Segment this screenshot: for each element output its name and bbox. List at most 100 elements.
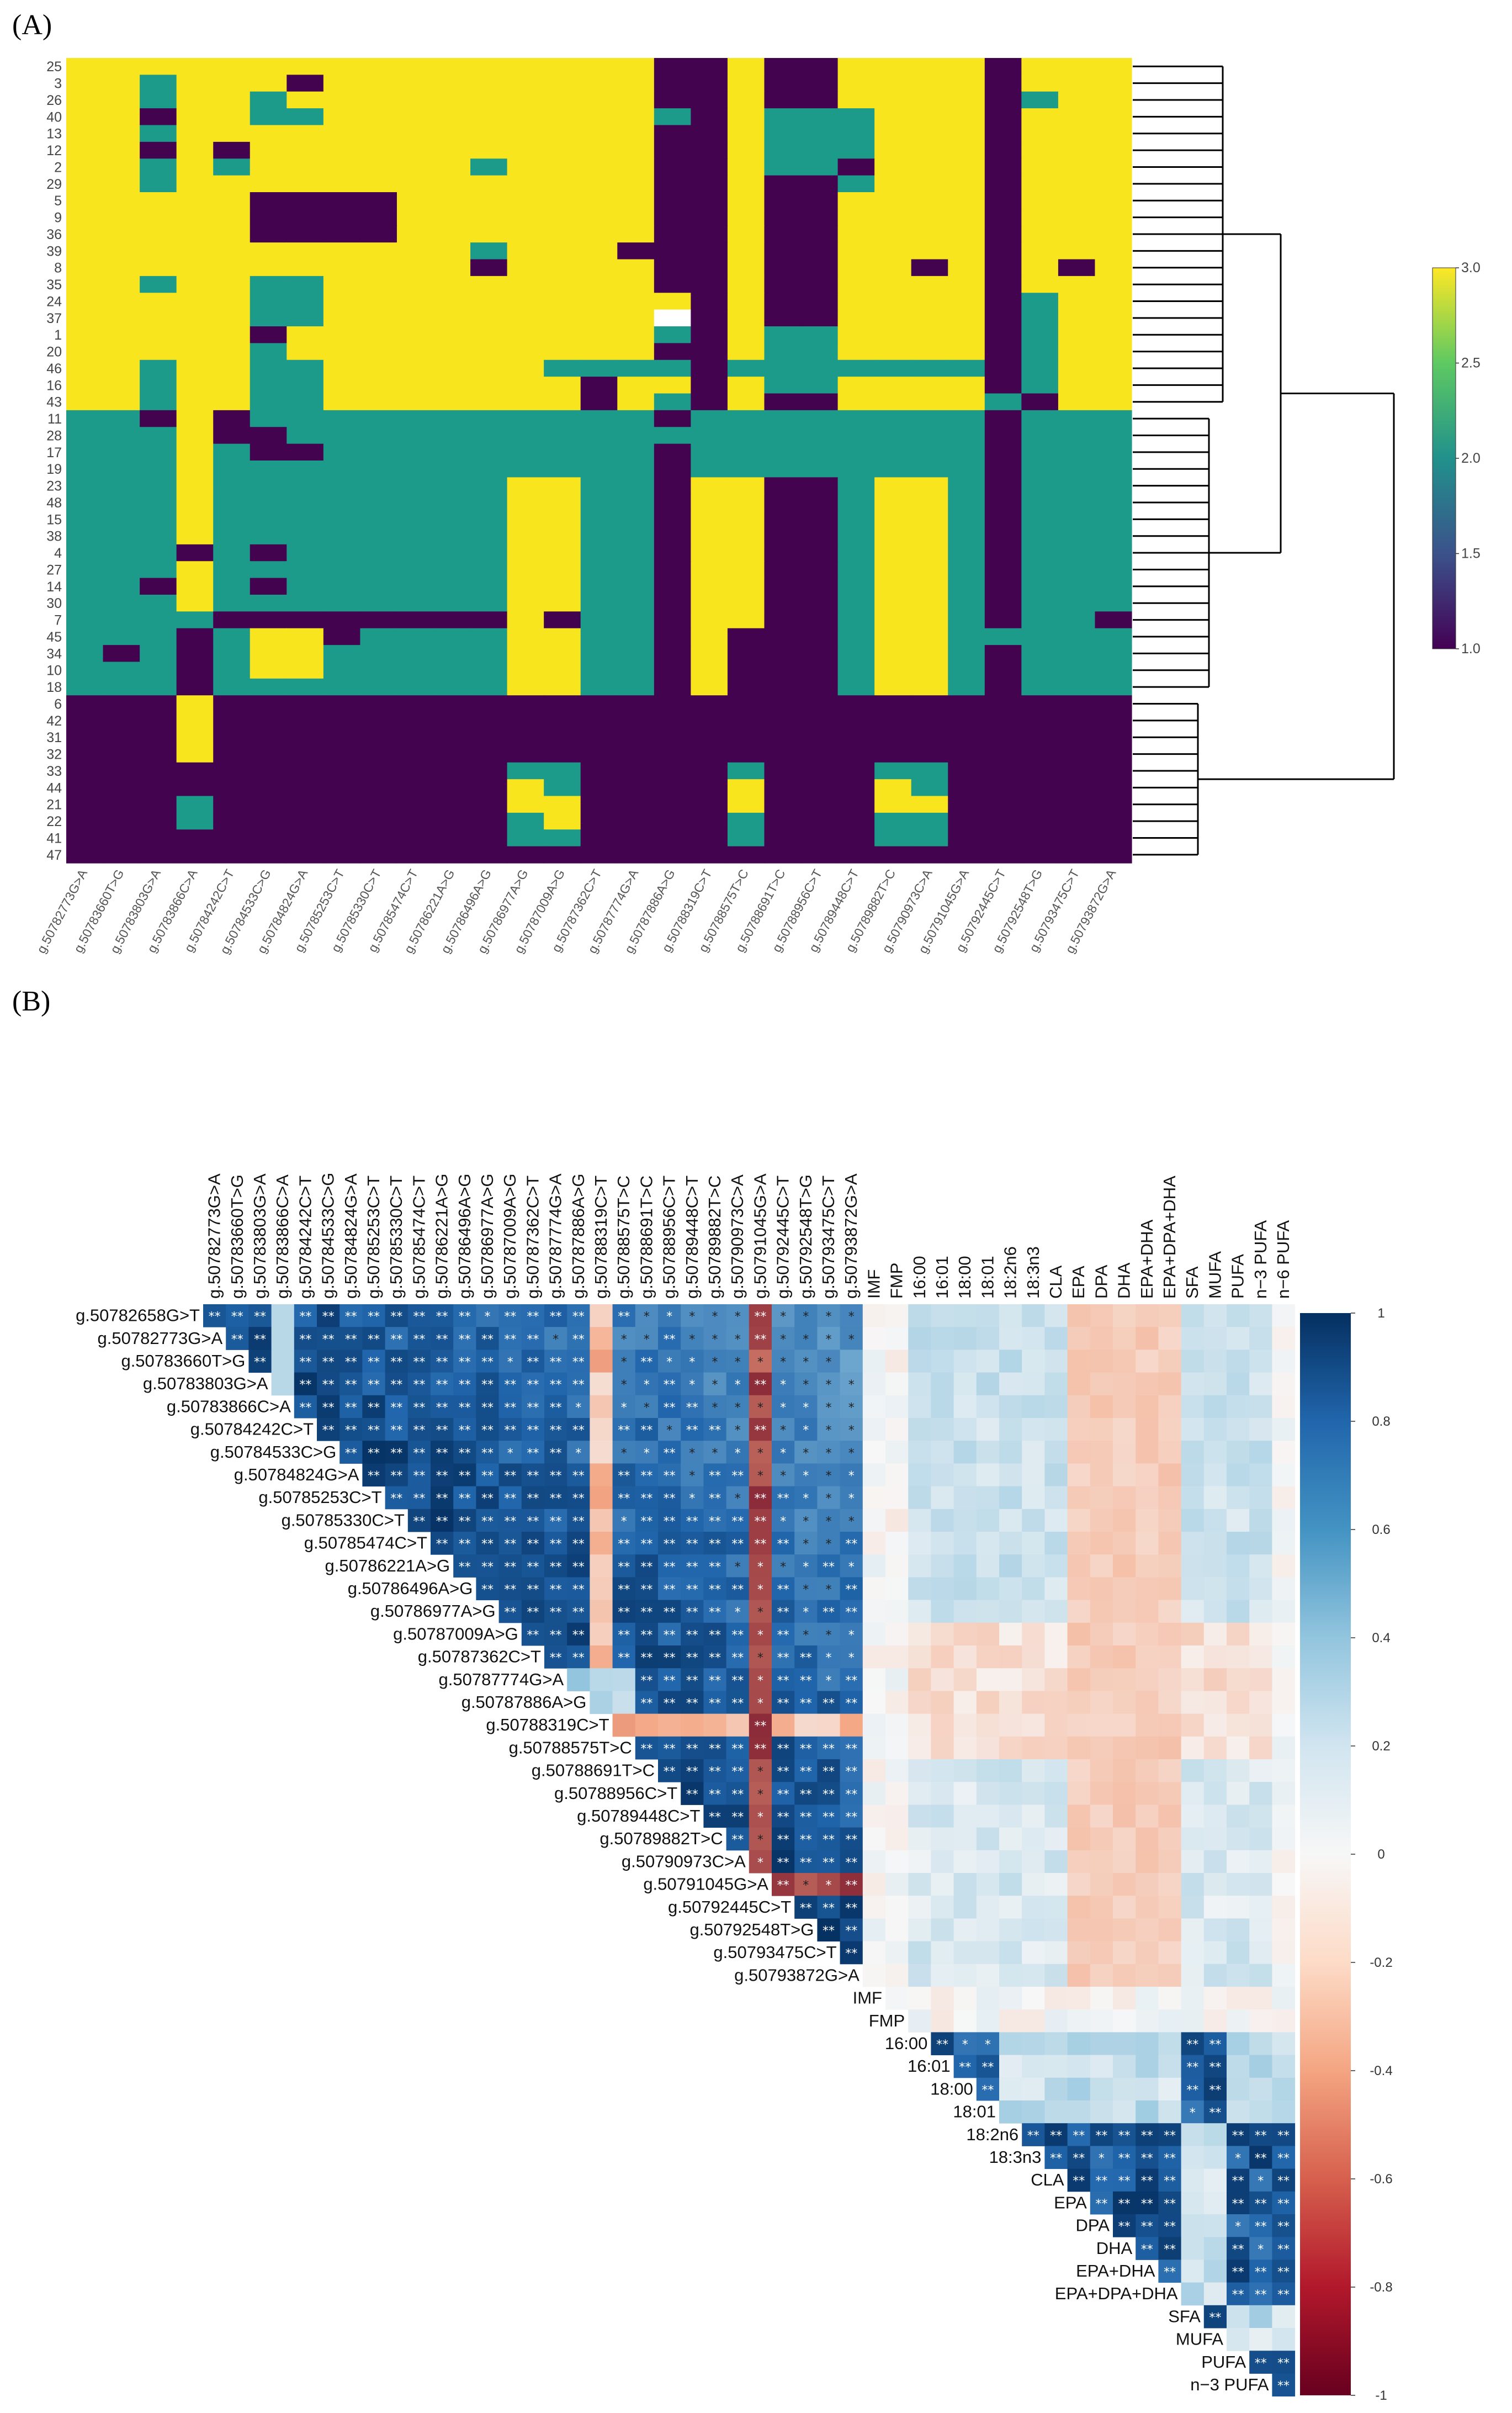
significance-mark: ** [322, 1401, 335, 1415]
correlation-cell [885, 1441, 909, 1464]
genotype-cell [103, 527, 140, 545]
correlation-row-labels: g.50782658G>Tg.50782773G>Ag.50783660T>Gg… [76, 1306, 1269, 2394]
correlation-cell [1044, 1736, 1068, 1760]
genotype-cell [103, 628, 140, 645]
genotype-cell [213, 494, 251, 511]
genotype-cell [287, 662, 324, 679]
correlation-cell [976, 1600, 1000, 1623]
correlation-row-label: g.50785330C>T [282, 1510, 405, 1530]
correlation-cell [431, 1509, 454, 1532]
genotype-cell [801, 812, 839, 830]
correlation-cell [840, 1304, 863, 1327]
genotype-cell [801, 829, 839, 847]
significance-mark: ** [1050, 2152, 1062, 2166]
genotype-cell [433, 225, 471, 243]
significance-mark: ** [504, 1606, 516, 1620]
genotype-cell [691, 796, 728, 813]
genotype-cell [691, 494, 728, 511]
genotype-cell [544, 443, 581, 461]
correlation-cell [840, 1713, 863, 1737]
correlation-row-label: 18:2n6 [966, 2125, 1018, 2144]
correlation-cell [1249, 2055, 1272, 2078]
correlation-cell [1067, 1918, 1091, 1942]
significance-mark: ** [572, 1538, 585, 1552]
correlation-cell [1136, 1918, 1159, 1942]
genotype-cell [1095, 209, 1132, 226]
correlation-cell [1249, 1372, 1272, 1396]
genotype-cell [874, 779, 912, 797]
genotype-cell [654, 527, 691, 545]
genotype-cell [507, 343, 544, 361]
genotype-cell [433, 595, 471, 612]
significance-mark: ** [481, 1401, 494, 1415]
genotype-cell [103, 326, 140, 343]
correlation-row-label: EPA+DHA [1076, 2261, 1155, 2280]
significance-mark: * [644, 1401, 650, 1415]
significance-mark: ** [527, 1424, 539, 1438]
genotype-cell [507, 293, 544, 310]
genotype-cell [801, 108, 839, 126]
genotype-cell [984, 578, 1022, 595]
significance-mark: ** [1141, 2220, 1153, 2234]
correlation-cell [794, 1645, 818, 1669]
genotype-cell [837, 91, 875, 109]
significance-mark: * [757, 1447, 763, 1460]
correlation-cell [794, 1577, 818, 1601]
significance-mark: * [780, 1401, 786, 1415]
significance-mark: ** [686, 1424, 698, 1438]
genotype-cell [580, 410, 618, 427]
genotype-cell [250, 829, 287, 847]
genotype-cell [544, 544, 581, 562]
correlation-cell [772, 1713, 795, 1737]
correlation-cell [794, 1327, 818, 1350]
correlation-cell [1136, 2191, 1159, 2215]
significance-mark: ** [664, 1333, 676, 1347]
correlation-cell [1044, 1964, 1068, 1987]
significance-mark: ** [709, 1742, 721, 1756]
correlation-cell [999, 1941, 1022, 1965]
genotype-cell [360, 443, 397, 461]
correlation-cell [976, 1713, 1000, 1737]
genotype-cell [396, 158, 434, 176]
genotype-cell [470, 242, 508, 260]
correlation-cell [772, 1850, 795, 1874]
significance-mark: ** [527, 1310, 539, 1324]
correlation-cell [1022, 1463, 1045, 1487]
genotype-cell [580, 678, 618, 696]
correlation-cell [1044, 1713, 1068, 1737]
genotype-cell [984, 829, 1022, 847]
genotype-cell [874, 276, 912, 293]
correlation-cell [1249, 1736, 1272, 1760]
significance-mark: ** [845, 1674, 857, 1688]
genotype-cell [396, 393, 434, 411]
genotype-cell [874, 293, 912, 310]
correlation-cell [1272, 1577, 1296, 1601]
genotype-cell [764, 561, 802, 579]
genotype-cell [1095, 108, 1132, 126]
genotype-cell [948, 443, 985, 461]
correlation-row-label: 18:00 [930, 2079, 973, 2098]
correlation-cell [567, 1372, 590, 1396]
significance-mark: * [826, 1356, 832, 1369]
significance-mark: ** [709, 1788, 721, 1802]
genotype-cell [433, 91, 471, 109]
correlation-cell [1090, 1736, 1113, 1760]
correlation-cell [1249, 2009, 1272, 2033]
significance-mark: ** [368, 1378, 380, 1392]
correlation-cell [1249, 2146, 1272, 2169]
genotype-cell [727, 812, 765, 830]
genotype-cell [287, 779, 324, 797]
correlation-cell [1067, 2055, 1091, 2078]
significance-mark: ** [777, 1674, 789, 1688]
correlation-cell [1022, 2100, 1045, 2124]
correlation-column-label: MUFA [1205, 1251, 1224, 1299]
correlation-cell [862, 1554, 886, 1578]
correlation-cell [931, 1896, 954, 1919]
genotype-cell [103, 511, 140, 528]
correlation-column-label: g.50783660T>G [227, 1174, 247, 1299]
significance-mark: ** [436, 1492, 448, 1506]
correlation-cell [976, 1441, 1000, 1464]
significance-mark: ** [550, 1378, 562, 1392]
significance-mark: * [826, 1401, 832, 1415]
genotype-cell [691, 58, 728, 75]
